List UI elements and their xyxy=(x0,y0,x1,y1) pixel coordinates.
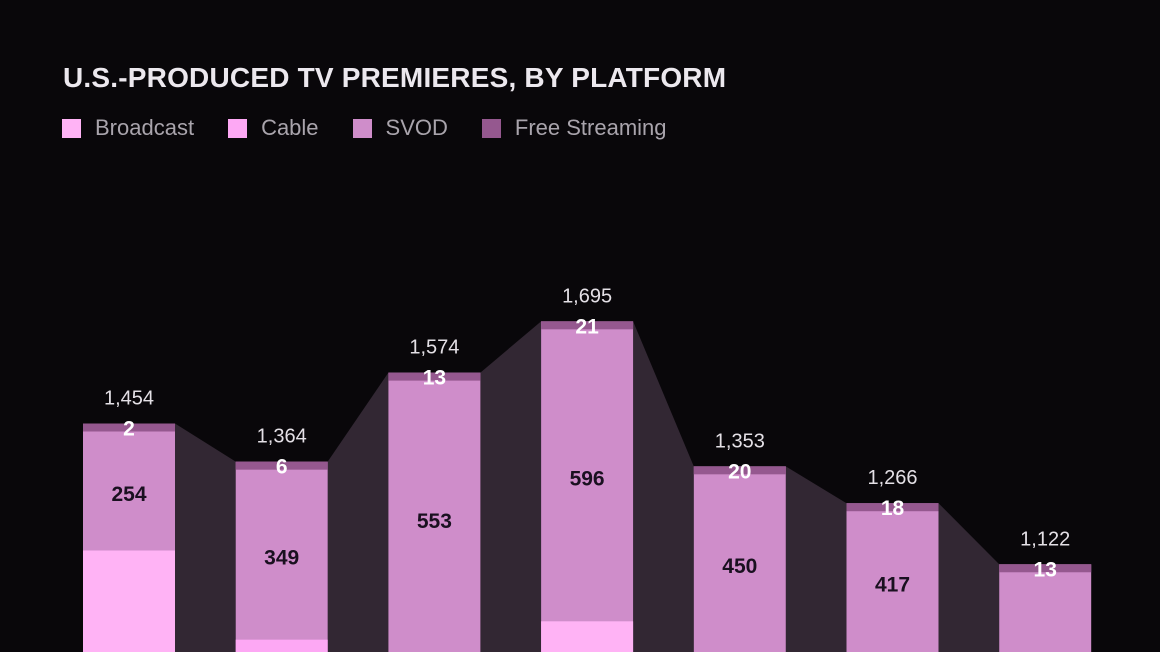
bar-segment-broadcast-cable xyxy=(235,639,328,652)
bar-segment-free-streaming xyxy=(388,372,481,381)
bar-stack: 1,353 20 450 xyxy=(693,430,786,652)
bar-svod-label: 349 xyxy=(264,547,299,570)
legend-swatch-free-streaming xyxy=(481,118,501,138)
legend-label-broadcast: Broadcast xyxy=(95,115,195,140)
bar-svod-label: 553 xyxy=(417,510,452,533)
bar-total-label: 1,266 xyxy=(867,467,917,489)
bar-segment-svod xyxy=(693,466,786,652)
bar-free-streaming-label: 2 xyxy=(123,418,135,441)
bar-segment-free-streaming xyxy=(999,564,1092,573)
bar-segment-free-streaming xyxy=(846,503,939,512)
bar-total-label: 1,454 xyxy=(104,388,154,410)
legend-item-svod: SVOD xyxy=(352,115,448,141)
connector-band xyxy=(785,466,847,652)
bar-svod-label: 417 xyxy=(875,574,910,597)
connector-band xyxy=(633,321,694,652)
bar-svod-label: 450 xyxy=(722,555,757,578)
connector-band xyxy=(327,372,389,652)
bar-free-streaming-label: 13 xyxy=(1034,558,1057,581)
bar-free-streaming-label: 18 xyxy=(881,497,905,520)
legend-swatch-svod xyxy=(352,118,372,138)
bar-total-label: 1,122 xyxy=(1020,528,1070,550)
connector-band xyxy=(938,503,1000,652)
bar-stack: 1,574 13 553 xyxy=(388,337,481,652)
bar-total-label: 1,574 xyxy=(409,337,459,359)
bar-stack: 1,266 18 417 xyxy=(846,467,939,652)
bar-segment-svod xyxy=(541,321,634,652)
legend-item-broadcast: Broadcast xyxy=(62,115,194,141)
bar-segment-svod xyxy=(388,372,481,652)
bar-free-streaming-label: 20 xyxy=(728,460,751,483)
bar-free-streaming-label: 21 xyxy=(575,315,599,338)
legend-swatch-broadcast xyxy=(62,118,81,138)
bar-segment-broadcast-cable xyxy=(83,550,175,652)
legend-label-cable: Cable xyxy=(261,115,319,140)
connector-band xyxy=(175,423,236,652)
bar-segment-free-streaming xyxy=(83,423,175,432)
bar-total-label: 1,364 xyxy=(257,426,307,448)
legend-swatch-cable xyxy=(228,118,248,138)
bar-stack: 1,122 13 xyxy=(999,528,1092,652)
bar-svod-label: 254 xyxy=(111,483,146,506)
connector-band xyxy=(480,321,542,652)
bar-total-label: 1,353 xyxy=(715,430,765,452)
bar-stack: 1,364 6 349 xyxy=(235,426,328,652)
chart-title: U.S.-PRODUCED TV PREMIERES, BY PLATFORM xyxy=(63,62,727,93)
legend-item-cable: Cable xyxy=(228,115,319,141)
chart-legend: Broadcast Cable SVOD Free Streaming xyxy=(62,115,701,141)
bar-segment-free-streaming xyxy=(693,466,786,475)
bar-segment-free-streaming xyxy=(541,321,634,330)
bar-svod-label: 596 xyxy=(570,467,605,490)
bar-stack: 1,454 2 254 xyxy=(83,388,175,652)
connector-bands xyxy=(175,321,1000,652)
legend-label-free-streaming: Free Streaming xyxy=(514,115,667,140)
legend-label-svod: SVOD xyxy=(385,115,448,140)
bar-segment-svod xyxy=(846,503,939,652)
bar-total-label: 1,695 xyxy=(562,285,612,307)
legend-item-free-streaming: Free Streaming xyxy=(481,115,667,141)
bar-segment-broadcast-cable xyxy=(541,621,634,652)
bar-stack: 1,695 21 596 xyxy=(541,285,634,652)
bar-segment-svod xyxy=(999,564,1092,652)
bar-free-streaming-label: 6 xyxy=(276,456,288,479)
bar-segment-free-streaming xyxy=(235,461,328,470)
bar-segment-svod xyxy=(235,461,328,652)
bar-free-streaming-label: 13 xyxy=(423,367,446,390)
